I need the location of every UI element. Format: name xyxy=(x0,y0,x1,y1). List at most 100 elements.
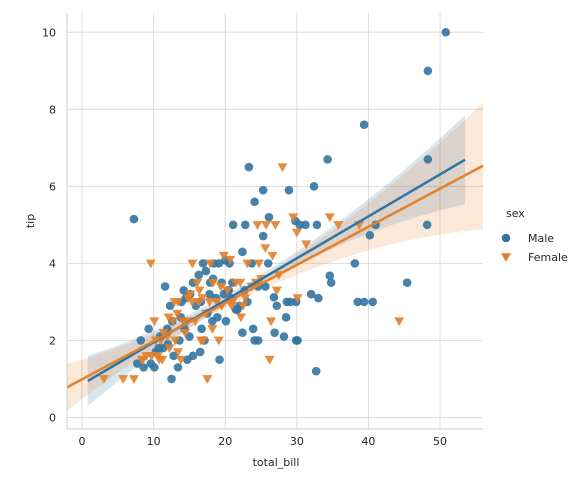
x-tick-label: 10 xyxy=(147,435,161,448)
female-point xyxy=(128,375,139,384)
male-point xyxy=(312,220,322,230)
female-point xyxy=(163,313,174,323)
legend-marker-male xyxy=(501,233,511,243)
x-tick-label: 30 xyxy=(290,435,304,448)
female-point xyxy=(167,317,178,327)
female-point xyxy=(222,286,233,296)
male-point xyxy=(250,197,259,207)
y-axis-label: tip xyxy=(24,214,37,228)
x-tick-label: 40 xyxy=(361,435,375,448)
female-point xyxy=(197,294,208,304)
female-point xyxy=(240,294,251,304)
female-point xyxy=(169,298,180,307)
male-point xyxy=(314,293,323,303)
male-point xyxy=(359,297,369,307)
female-point xyxy=(394,317,405,327)
female-point xyxy=(277,163,288,173)
male-point xyxy=(306,289,316,299)
male-point xyxy=(165,301,175,311)
female-point xyxy=(204,298,215,307)
y-tick-label: 8 xyxy=(49,103,56,116)
male-point xyxy=(213,312,222,322)
x-tick-labels: 0 10 20 30 40 50 xyxy=(79,435,448,448)
male-point xyxy=(154,343,163,353)
female-point xyxy=(180,328,191,338)
male-point xyxy=(281,312,291,322)
female-regression-line xyxy=(66,164,484,389)
x-tick-label: 0 xyxy=(79,435,86,448)
male-point xyxy=(286,297,295,307)
female-point xyxy=(226,301,237,311)
male-point xyxy=(144,324,153,334)
female-point xyxy=(270,221,281,230)
male-point xyxy=(244,162,254,172)
female-point xyxy=(187,259,198,269)
male-point xyxy=(173,363,183,372)
male-point xyxy=(264,212,274,222)
legend-label-female: Female xyxy=(528,251,568,264)
female-point xyxy=(172,348,183,357)
male-point xyxy=(194,270,204,280)
female-point xyxy=(333,221,344,230)
male-point xyxy=(323,155,332,164)
female-point xyxy=(207,325,218,334)
female-point xyxy=(152,352,163,361)
male-point xyxy=(293,336,302,345)
female-point xyxy=(194,286,205,296)
grid xyxy=(67,13,483,429)
female-point xyxy=(185,290,196,300)
female-point xyxy=(211,298,222,307)
female-point xyxy=(164,344,175,354)
male-point xyxy=(279,332,289,341)
male-point xyxy=(167,374,176,384)
y-tick-label: 0 xyxy=(49,411,56,424)
male-point xyxy=(325,271,335,280)
male-point xyxy=(240,220,250,230)
regression-lines xyxy=(66,158,484,389)
female-point xyxy=(172,309,183,319)
male-point xyxy=(423,155,433,164)
female-point xyxy=(192,278,203,288)
female-point xyxy=(242,259,253,269)
male-point xyxy=(261,282,270,291)
female-point xyxy=(205,259,216,269)
y-tick-labels: 0 2 4 6 8 10 xyxy=(42,26,56,424)
male-point xyxy=(423,66,433,76)
male-point xyxy=(139,363,148,372)
male-point xyxy=(205,289,214,299)
male-point xyxy=(238,328,247,338)
x-tick-label: 20 xyxy=(218,435,232,448)
y-tick-label: 4 xyxy=(49,257,56,270)
male-point xyxy=(258,231,268,241)
legend-title: sex xyxy=(506,207,525,220)
male-point xyxy=(129,214,139,224)
male-point xyxy=(365,230,375,240)
male-point xyxy=(350,259,360,268)
female-point xyxy=(149,317,160,327)
male-point xyxy=(248,324,258,334)
male-point xyxy=(253,336,263,345)
female-point xyxy=(253,259,264,269)
y-tick-label: 2 xyxy=(49,334,56,347)
female-point xyxy=(238,301,249,311)
female-point xyxy=(288,213,299,223)
male-point xyxy=(270,328,279,338)
male-point xyxy=(179,286,189,295)
male-point xyxy=(359,120,369,130)
female-point xyxy=(264,355,275,365)
male-point xyxy=(136,336,146,345)
legend: sex Male Female xyxy=(501,207,568,264)
female-point xyxy=(291,228,302,238)
male-point xyxy=(263,259,273,268)
male-point xyxy=(272,301,282,311)
male-point xyxy=(402,278,412,287)
female-point xyxy=(260,244,271,253)
male-point xyxy=(258,185,268,195)
male-point xyxy=(198,259,208,268)
female-point xyxy=(235,278,246,288)
female-point xyxy=(145,259,156,269)
x-tick-label: 50 xyxy=(433,435,447,448)
male-point xyxy=(231,305,241,314)
male-point xyxy=(284,185,294,195)
female-point xyxy=(208,278,219,288)
